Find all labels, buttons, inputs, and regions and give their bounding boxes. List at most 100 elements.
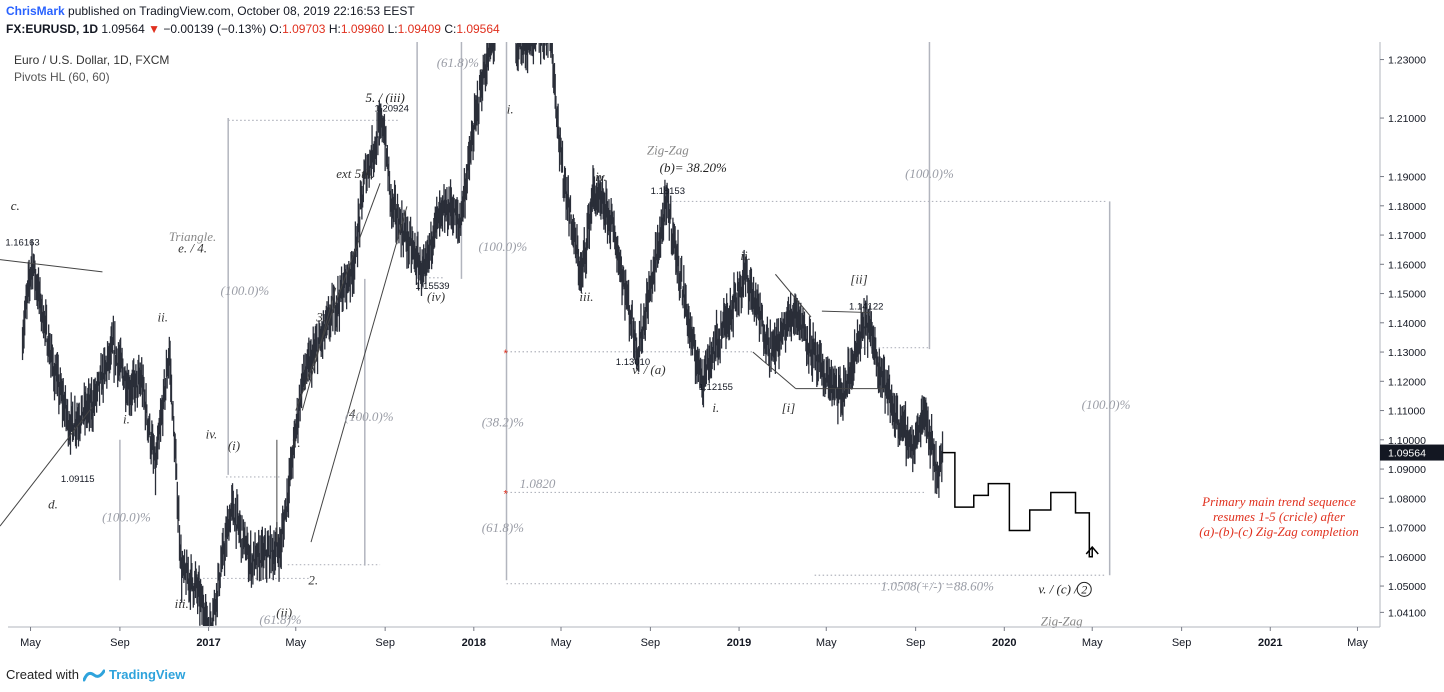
close-label: C: xyxy=(444,22,457,36)
fib-percent-label: (100.0)% xyxy=(479,239,528,254)
fib-percent-label: (100.0)% xyxy=(905,166,954,181)
fib-percent-label: (38.2)% xyxy=(482,415,524,430)
wave-label: [i] xyxy=(782,400,796,415)
price-pivot-label: 1.13010 xyxy=(616,357,650,368)
wave-label: (b)= 38.20% xyxy=(660,160,727,175)
wave-label: Zig-Zag xyxy=(1041,614,1083,629)
price-series xyxy=(21,43,944,627)
wave-label: (i) xyxy=(228,438,240,453)
x-tick-label: Sep xyxy=(1172,637,1192,649)
x-tick-label: 2018 xyxy=(462,637,486,649)
indicator-legend[interactable]: Pivots HL (60, 60) xyxy=(14,70,110,84)
x-tick-label: Sep xyxy=(375,637,395,649)
y-tick-label: 1.10000 xyxy=(1388,435,1426,447)
fib-percent-label: (100.0)% xyxy=(102,510,151,525)
wave-label: Zig-Zag xyxy=(647,143,689,158)
x-tick-label: 2020 xyxy=(992,637,1016,649)
open-value: 1.09703 xyxy=(282,22,326,36)
symbol-label: FX:EURUSD, 1D xyxy=(6,22,99,36)
wave-label: ii. xyxy=(158,309,168,324)
wave-label: iv. xyxy=(206,426,218,441)
fib-percent-label: (100.0)% xyxy=(1082,397,1131,412)
wave-label: [ii] xyxy=(850,271,867,286)
y-tick-label: 1.23000 xyxy=(1388,55,1426,67)
y-tick-label: 1.17000 xyxy=(1388,230,1426,242)
y-tick-label: 1.15000 xyxy=(1388,289,1426,301)
author-link[interactable]: ChrisMark xyxy=(6,4,65,18)
y-tick-label: 1.21000 xyxy=(1388,113,1426,125)
tradingview-brand[interactable]: TradingView xyxy=(108,667,186,682)
projection-path xyxy=(942,451,1093,558)
x-tick-label: Sep xyxy=(641,637,661,649)
wave-trend-line xyxy=(310,206,408,543)
wave-label: 3. xyxy=(315,309,326,324)
fib-percent-label: (61.8)% xyxy=(437,55,479,70)
price-chart[interactable]: * * 1.16163 1.09115 1.20924 1.15539 1.18153 1.… xyxy=(0,0,1444,660)
wave-label: iv. xyxy=(595,169,607,184)
x-tick-label: Sep xyxy=(110,637,130,649)
wave-label: e. / 4. xyxy=(178,241,207,256)
low-value: 1.09409 xyxy=(397,22,441,36)
wave-label: v. / (a) xyxy=(632,362,665,377)
wave-label: 1. xyxy=(291,435,301,450)
symbol-bar: FX:EURUSD, 1D 1.09564 ▼ −0.00139 (−0.13%… xyxy=(6,22,500,36)
trend-annotation: resumes 1-5 (cricle) after xyxy=(1213,509,1346,524)
low-label: L: xyxy=(387,22,398,36)
y-tick-label: 1.18000 xyxy=(1388,201,1426,213)
fib-percent-label: (61.8)% xyxy=(259,612,301,627)
y-tick-label: 1.14000 xyxy=(1388,318,1426,330)
close-value: 1.09564 xyxy=(456,22,500,36)
high-value: 1.09960 xyxy=(340,22,385,36)
y-tick-label: 1.12000 xyxy=(1388,376,1426,388)
y-tick-label: 1.09000 xyxy=(1388,464,1426,476)
wave-trend-line xyxy=(295,183,381,411)
down-arrow-icon: ▼ xyxy=(148,22,160,36)
fib-anchor-marker: * xyxy=(504,348,509,360)
y-tick-label: 1.13000 xyxy=(1388,347,1426,359)
x-tick-label: May xyxy=(1082,637,1103,649)
wave-circle-icon xyxy=(1076,581,1092,597)
price-pivot-label: 1.14122 xyxy=(849,302,883,313)
x-tick-label: May xyxy=(1347,637,1368,649)
publish-text: published on TradingView.com, October 08… xyxy=(68,4,415,18)
wave-trend-line xyxy=(821,310,871,314)
wave-trend-line xyxy=(775,273,812,318)
last-price-tag-label: 1.09564 xyxy=(1388,448,1426,460)
price-change: −0.00139 (−0.13%) xyxy=(163,22,267,36)
open-label: O: xyxy=(269,22,283,36)
x-tick-label: 2021 xyxy=(1258,637,1282,649)
x-tick-label: May xyxy=(285,637,306,649)
wave-trend-line xyxy=(752,351,797,389)
wave-label: Triangle. xyxy=(169,229,216,244)
trend-annotation: (a)-(b)-(c) Zig-Zag completion xyxy=(1199,524,1359,539)
last-price-tag xyxy=(1380,444,1444,461)
created-with: Created with xyxy=(6,667,79,682)
wave-label: i. xyxy=(123,412,130,427)
level-label: 1.0508(+/-) =88.60% xyxy=(881,578,994,593)
x-tick-label: May xyxy=(551,637,572,649)
fib-percent-label: (61.8)% xyxy=(482,520,524,535)
tradingview-logo-icon xyxy=(82,669,105,681)
price-pivot-label: 1.20924 xyxy=(375,104,409,115)
price-pivot-label: 1.09115 xyxy=(61,474,95,485)
wave-label: d. xyxy=(48,497,58,512)
x-tick-label: May xyxy=(20,637,41,649)
last-price: 1.09564 xyxy=(101,22,145,36)
price-pivot-label: 1.16163 xyxy=(5,237,39,248)
wave-label: ii. xyxy=(740,248,750,263)
wave-trend-line xyxy=(0,406,93,527)
footer: Created with TradingView xyxy=(6,667,185,682)
wave-label: 4. xyxy=(349,406,359,421)
wave-label: iii. xyxy=(175,596,189,611)
price-pivot-label: 1.12155 xyxy=(699,382,733,393)
x-tick-label: May xyxy=(816,637,837,649)
x-tick-label: 2019 xyxy=(727,637,751,649)
y-tick-label: 1.04100 xyxy=(1388,607,1426,619)
projection-arrow-icon xyxy=(1085,545,1099,555)
wave-label: (ii) xyxy=(276,605,292,620)
wave-label: (iv) xyxy=(427,289,445,304)
price-pivot-label: 1.15539 xyxy=(415,281,449,292)
y-tick-label: 1.06000 xyxy=(1388,552,1426,564)
y-tick-label: 1.07000 xyxy=(1388,523,1426,535)
wave-trend-line xyxy=(0,259,103,273)
